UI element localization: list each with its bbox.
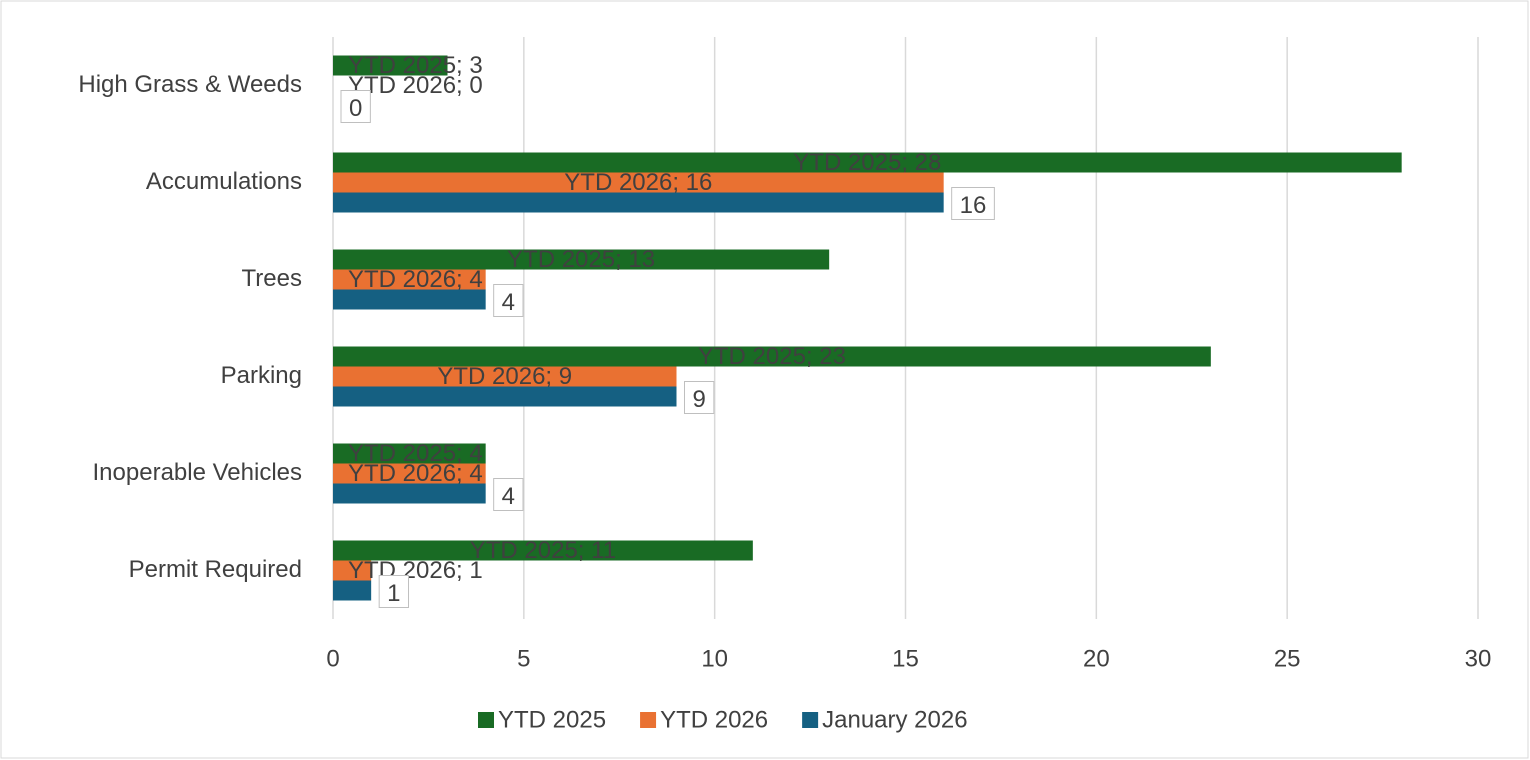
data-label: YTD 2026; 1 — [348, 557, 483, 584]
data-label: 4 — [502, 289, 515, 316]
bar — [333, 55, 448, 76]
bar — [333, 289, 486, 310]
data-label: YTD 2026; 16 — [564, 169, 712, 196]
data-label: 9 — [693, 386, 706, 413]
x-tick-label: 10 — [701, 645, 728, 672]
data-label: YTD 2026; 4 — [348, 266, 483, 293]
bar — [333, 269, 486, 290]
legend-swatch — [802, 712, 819, 728]
data-label: YTD 2026; 9 — [437, 363, 572, 390]
x-tick-label: 0 — [326, 645, 339, 672]
callout-box — [951, 187, 995, 220]
y-tick-label: Permit Required — [129, 556, 302, 583]
bar — [333, 346, 1211, 367]
data-label: 4 — [502, 483, 515, 510]
data-label: 0 — [349, 95, 362, 122]
legend-swatch — [640, 712, 657, 728]
callout-box — [340, 90, 371, 123]
bar — [333, 463, 486, 484]
bar — [333, 560, 372, 581]
bar — [333, 540, 753, 561]
x-tick-label: 25 — [1274, 645, 1301, 672]
bar — [333, 580, 372, 601]
bar — [333, 366, 677, 387]
y-tick-label: Trees — [242, 265, 302, 292]
y-tick-label: Inoperable Vehicles — [93, 459, 302, 486]
bar — [333, 172, 944, 193]
data-label: YTD 2025; 3 — [348, 52, 483, 79]
legend-label: YTD 2025 — [498, 706, 606, 733]
x-tick-label: 30 — [1465, 645, 1492, 672]
y-tick-label: Accumulations — [146, 168, 302, 195]
data-label: 16 — [960, 192, 987, 219]
callout-box — [493, 478, 524, 511]
legend-label: YTD 2026 — [660, 706, 768, 733]
data-label: 1 — [387, 580, 400, 607]
legend-swatch — [478, 712, 494, 728]
callout-box — [684, 381, 715, 414]
data-label: YTD 2025; 23 — [698, 343, 846, 370]
bar — [333, 192, 944, 213]
bar — [333, 386, 677, 407]
bar — [333, 443, 486, 464]
bar — [333, 152, 1402, 173]
x-tick-label: 20 — [1083, 645, 1110, 672]
y-tick-label: High Grass & Weeds — [78, 71, 302, 98]
data-label: YTD 2025; 13 — [507, 246, 655, 273]
data-label: YTD 2025; 11 — [470, 537, 616, 564]
bar — [333, 483, 486, 504]
legend-label: January 2026 — [822, 706, 967, 733]
data-label: YTD 2025; 4 — [348, 440, 483, 467]
data-label: YTD 2026; 4 — [348, 460, 483, 487]
callout-box — [378, 575, 410, 608]
y-tick-label: Parking — [221, 362, 302, 389]
bar — [333, 249, 830, 270]
x-tick-label: 15 — [892, 645, 919, 672]
data-label: YTD 2025; 28 — [793, 149, 941, 176]
callout-box — [493, 284, 524, 317]
x-tick-label: 5 — [517, 645, 530, 672]
